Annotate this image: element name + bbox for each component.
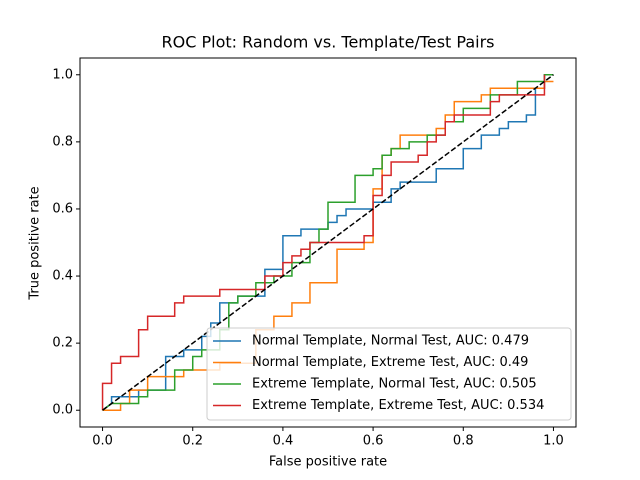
reference-line [102, 74, 554, 411]
x-axis-label: False positive rate [269, 455, 387, 470]
legend-box [206, 327, 572, 421]
x-tick-label: 0.0 [92, 434, 113, 449]
chart-title: ROC Plot: Random vs. Template/Test Pairs [162, 33, 495, 52]
legend-label: Extreme Template, Extreme Test, AUC: 0.5… [252, 398, 544, 413]
roc-line [101, 74, 546, 411]
y-tick-label: 0.0 [52, 403, 73, 418]
plot-frame [79, 57, 577, 428]
roc-line [102, 74, 554, 411]
legend-label: Normal Template, Extreme Test, AUC: 0.49 [252, 355, 528, 370]
y-tick-label: 0.6 [52, 201, 73, 216]
legend-label: Extreme Template, Normal Test, AUC: 0.50… [252, 377, 537, 392]
y-axis-label: True positive rate [28, 186, 43, 300]
roc-line [102, 80, 554, 411]
y-tick-label: 1.0 [52, 67, 73, 82]
x-tick-label: 0.2 [182, 434, 203, 449]
x-tick-label: 0.6 [363, 434, 384, 449]
x-tick-label: 0.4 [273, 434, 294, 449]
y-tick-label: 0.2 [52, 336, 73, 351]
legend-label: Normal Template, Normal Test, AUC: 0.479 [252, 334, 529, 349]
x-tick-label: 1.0 [543, 434, 564, 449]
x-tick-label: 0.8 [453, 434, 474, 449]
y-tick-label: 0.8 [52, 134, 73, 149]
y-tick-label: 0.4 [52, 269, 73, 284]
